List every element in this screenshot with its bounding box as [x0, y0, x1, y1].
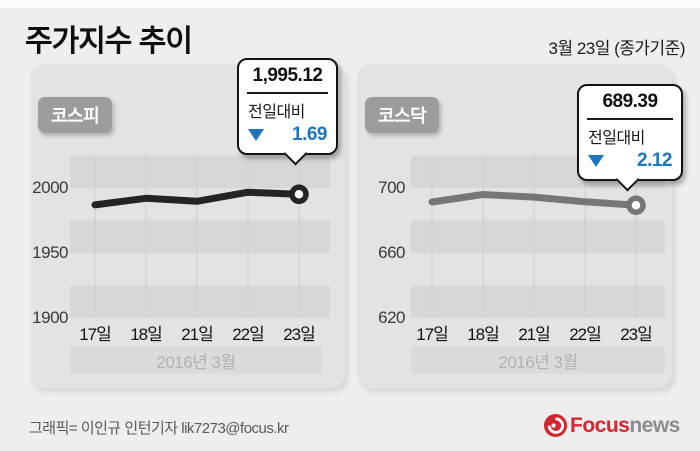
graphic-credit: 그래픽= 이인규 인턴기자 lik7273@focus.kr — [29, 420, 289, 437]
kospi-xtick-17: 17일 — [79, 325, 112, 344]
kospi-chart — [70, 155, 330, 318]
kospi-xtick-23: 23일 — [283, 325, 316, 344]
kosdaq-xtick-22: 22일 — [569, 325, 602, 344]
kospi-ytick-2000: 2000 — [32, 178, 68, 197]
logo-brand-text: Focus — [570, 413, 630, 437]
down-triangle-icon — [248, 129, 264, 141]
kosdaq-xtick-23: 23일 — [620, 325, 653, 344]
kospi-close-value: 1,995.12 — [252, 65, 323, 86]
kospi-change-label: 전일대비 — [248, 104, 305, 121]
down-triangle-icon — [588, 155, 604, 167]
kosdaq-callout: 689.39 전일대비 2.12 — [577, 84, 683, 192]
kosdaq-ytick-700: 700 — [378, 178, 405, 197]
kospi-badge: 코스피 — [38, 97, 113, 133]
kospi-ytick-1950: 1950 — [32, 243, 68, 262]
kosdaq-change-value: 2.12 — [637, 150, 672, 171]
kosdaq-change-label: 전일대비 — [588, 130, 645, 147]
kosdaq-month-band: 2016년 3월 — [411, 346, 665, 374]
kospi-xtick-21: 21일 — [181, 325, 214, 344]
kospi-change-value: 1.69 — [292, 124, 327, 145]
kospi-callout: 1,995.12 전일대비 1.69 — [237, 58, 338, 166]
kosdaq-ytick-620: 620 — [378, 308, 405, 327]
divider — [247, 92, 328, 94]
kosdaq-xtick-18: 18일 — [467, 325, 500, 344]
kosdaq-xtick-17: 17일 — [416, 325, 449, 344]
kosdaq-close-value: 689.39 — [602, 91, 658, 112]
kosdaq-month-label: 2016년 3월 — [498, 352, 578, 372]
top-strip — [0, 0, 700, 8]
date-note: 3월 23일 (종가기준) — [548, 39, 686, 58]
kospi-month-label: 2016년 3월 — [156, 352, 236, 372]
kospi-ytick-1900: 1900 — [32, 308, 68, 327]
kosdaq-badge: 코스닥 — [365, 97, 440, 133]
kosdaq-xtick-21: 21일 — [518, 325, 551, 344]
focusnews-logo: Focus news — [543, 413, 680, 438]
kospi-xtick-18: 18일 — [130, 325, 163, 344]
kospi-xtick-22: 22일 — [232, 325, 265, 344]
kosdaq-ytick-660: 660 — [378, 243, 405, 262]
logo-suffix-text: news — [629, 413, 680, 437]
kospi-month-band: 2016년 3월 — [70, 346, 322, 374]
divider — [587, 118, 673, 120]
page-title: 주가지수 추이 — [25, 25, 193, 58]
focus-swirl-icon — [543, 413, 568, 438]
